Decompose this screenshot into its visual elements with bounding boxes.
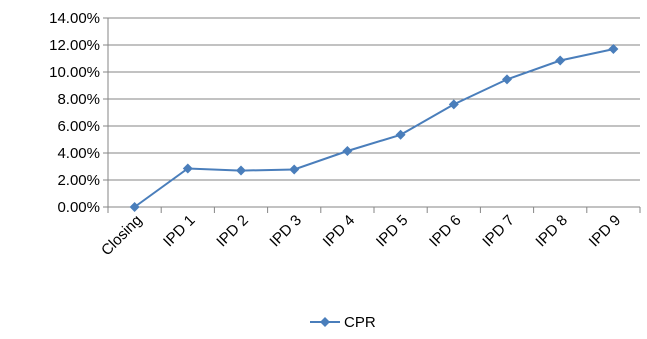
data-point-cpr <box>182 163 193 174</box>
legend: CPR <box>310 314 376 331</box>
x-tick-label: IPD 1 <box>160 212 199 251</box>
legend-label-cpr: CPR <box>344 314 376 331</box>
x-tick-label: IPD 2 <box>213 212 252 251</box>
y-tick-label: 14.00% <box>49 10 100 27</box>
data-point-cpr <box>608 44 619 55</box>
y-tick-label: 6.00% <box>57 118 100 135</box>
data-point-cpr <box>502 74 512 85</box>
y-tick-label: 2.00% <box>57 172 100 189</box>
data-point-cpr <box>555 55 566 66</box>
y-tick-label: 0.00% <box>57 199 100 216</box>
x-tick-label: IPD 7 <box>479 212 518 251</box>
y-tick-label: 8.00% <box>57 91 100 108</box>
x-tick-label: IPD 9 <box>586 212 625 251</box>
legend-marker-cpr <box>320 317 330 327</box>
data-point-cpr <box>236 165 246 176</box>
data-point-cpr <box>129 202 140 212</box>
x-tick-label: IPD 4 <box>320 212 359 251</box>
x-tick-label: IPD 6 <box>426 212 465 251</box>
gridlines <box>103 17 640 208</box>
x-tick-label: IPD 8 <box>532 212 571 251</box>
data-point-cpr <box>289 164 300 175</box>
data-point-cpr <box>448 99 459 110</box>
x-tick-labels: Closing IPD 1 IPD 2 IPD 3 IPD 4 IPD 5 IPD 6 IPD… <box>98 212 624 259</box>
x-tick-label: Closing <box>98 212 145 259</box>
x-tick-label: IPD 5 <box>373 212 412 251</box>
data-point-cpr <box>395 129 406 140</box>
y-tick-labels: 0.00% 2.00% 4.00% 6.00% 8.00% 10.00% 12.00% 14.… <box>49 10 100 216</box>
y-tick-label: 12.00% <box>49 37 100 54</box>
y-tick-label: 4.00% <box>57 145 100 162</box>
series-cpr <box>129 44 619 212</box>
x-tick-label: IPD 3 <box>266 212 305 251</box>
y-tick-label: 10.00% <box>49 64 100 81</box>
data-point-cpr <box>342 145 353 156</box>
series-line-cpr <box>134 48 614 208</box>
axes <box>107 18 641 213</box>
